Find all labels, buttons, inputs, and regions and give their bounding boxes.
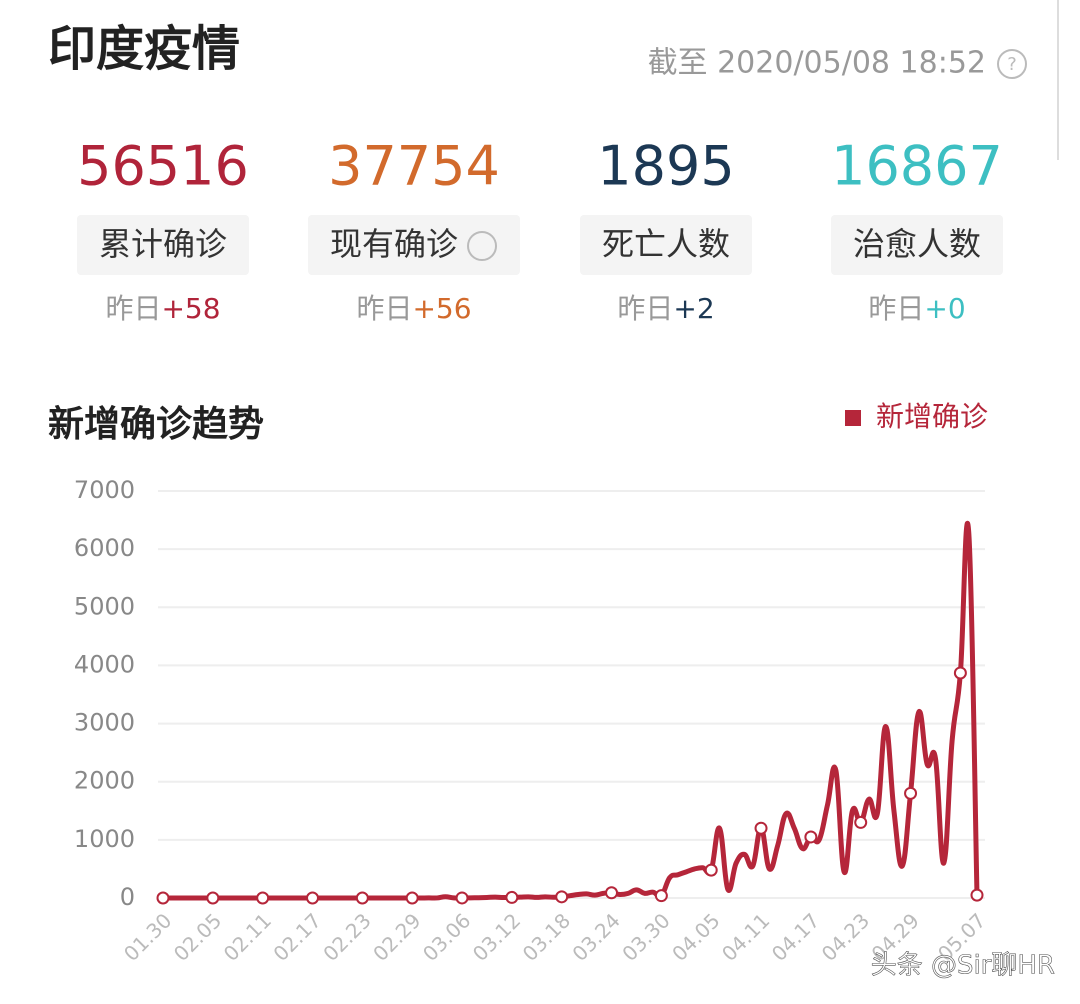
x-tick-label: 04.17 (767, 908, 824, 965)
stat-label-box (307, 215, 521, 275)
x-tick-label: 04.05 (667, 908, 724, 965)
stat-value: 37754 (328, 135, 500, 198)
help-icon[interactable] (467, 231, 498, 261)
x-tick-label: 02.05 (169, 908, 226, 965)
line (163, 520, 980, 901)
stat-label-box (76, 215, 250, 275)
x-tick-label: 02.11 (219, 908, 276, 965)
y-tick-label: 3000 (74, 709, 135, 737)
stat-delta: +0 (924, 292, 965, 325)
stat-value: 56516 (77, 135, 249, 198)
point-marker (704, 863, 718, 877)
point-marker (654, 889, 668, 903)
stat-yesterday-label: 昨日 (868, 292, 924, 325)
chart-title: 新增确诊趋势 (48, 404, 264, 445)
stat-delta: +2 (673, 292, 714, 325)
stat-yesterday: 昨日+2 (617, 292, 714, 325)
point-marker (904, 786, 918, 800)
legend-label: 新增确诊 (876, 400, 988, 433)
stat-delta: +58 (161, 292, 220, 325)
stat-value: 16867 (831, 135, 1003, 198)
watermark: 头条 @Sir聊HR (871, 951, 1055, 981)
x-tick-label: 02.29 (368, 908, 425, 965)
y-tick-label: 5000 (74, 592, 135, 620)
x-tick-label: 03.12 (468, 908, 525, 965)
stat-label: 治愈人数 (853, 225, 981, 263)
help-icon[interactable] (997, 49, 1027, 79)
stat-yesterday: 昨日+0 (868, 292, 965, 325)
stat-yesterday-label: 昨日 (617, 292, 673, 325)
x-tick-label: 03.06 (418, 908, 475, 965)
help-icon-mark: ? (1007, 54, 1017, 75)
stat-label: 累计确诊 (99, 225, 227, 263)
y-tick-label: 4000 (74, 650, 135, 678)
stat-yesterday-label: 昨日 (356, 292, 412, 325)
stat-yesterday: 昨日+56 (356, 292, 471, 325)
y-tick-label: 7000 (74, 476, 135, 504)
point-marker (256, 891, 270, 905)
point-marker (555, 890, 569, 904)
point-marker (970, 888, 984, 902)
x-tick-label: 03.18 (518, 908, 575, 965)
point-marker (754, 821, 768, 835)
legend-swatch (845, 410, 861, 426)
point-marker (206, 891, 220, 905)
page-title: 印度疫情 (48, 21, 240, 77)
point-marker (405, 891, 419, 905)
point-marker (306, 891, 320, 905)
stat-label-box (830, 215, 1004, 275)
y-tick-label: 2000 (74, 767, 135, 795)
point-marker (953, 666, 967, 680)
x-tick-label: 03.24 (567, 908, 624, 965)
point-marker (804, 830, 818, 844)
x-tick-label: 03.30 (617, 908, 674, 965)
point-marker (605, 886, 619, 900)
y-tick-label: 6000 (74, 534, 135, 562)
stat-delta: +56 (412, 292, 471, 325)
stat-label: 现有确诊 (330, 225, 458, 263)
point-marker (505, 890, 519, 904)
x-tick-label: 02.17 (268, 908, 325, 965)
point-marker (355, 891, 369, 905)
y-tick-label: 1000 (74, 825, 135, 853)
x-tick-label: 01.30 (119, 908, 176, 965)
point-marker (455, 891, 469, 905)
timestamp: 截至 2020/05/08 18:52 (648, 46, 986, 81)
stat-yesterday-label: 昨日 (105, 292, 161, 325)
stat-label: 死亡人数 (602, 225, 730, 263)
x-tick-label: 04.23 (817, 908, 874, 965)
y-tick-label: 0 (120, 883, 135, 911)
stat-value: 1895 (597, 135, 734, 198)
x-tick-label: 02.23 (318, 908, 375, 965)
x-tick-label: 04.11 (717, 908, 774, 965)
point-marker (854, 815, 868, 829)
stat-label-box (579, 215, 753, 275)
stat-yesterday: 昨日+58 (105, 292, 220, 325)
point-marker (156, 891, 170, 905)
